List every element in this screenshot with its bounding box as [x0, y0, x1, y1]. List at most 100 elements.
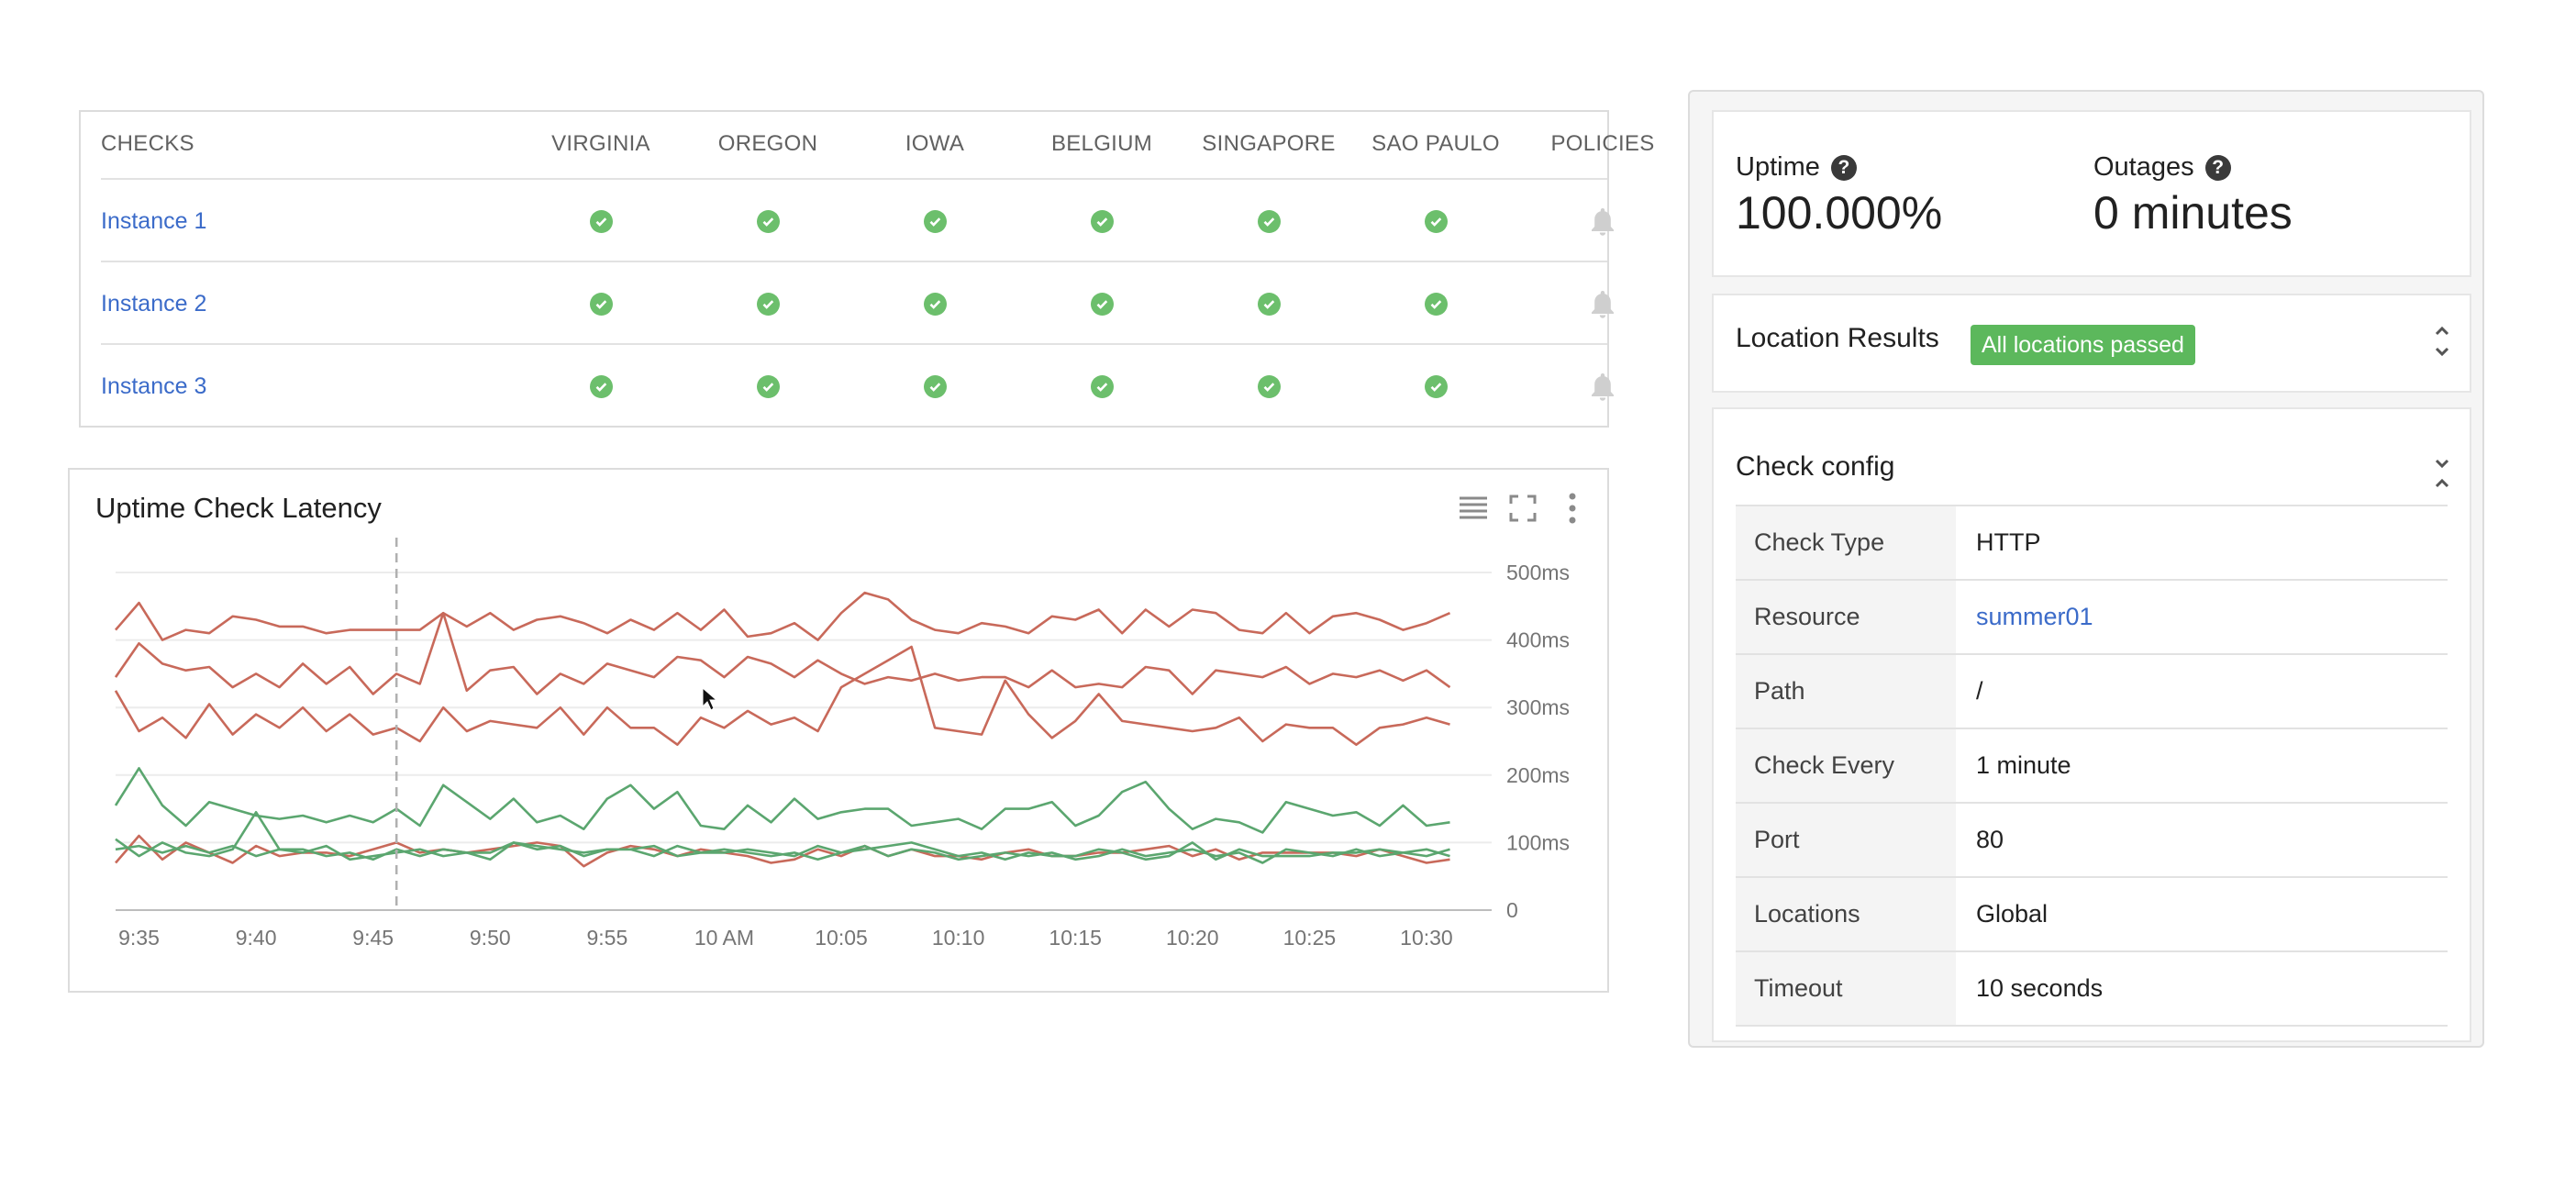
- check-circle-icon: [1090, 374, 1114, 398]
- config-row: Locations Global: [1736, 878, 2448, 952]
- x-tick-label: 9:35: [118, 926, 160, 950]
- y-tick-label: 100ms: [1506, 830, 1570, 854]
- config-key: Port: [1736, 804, 1956, 876]
- more-vert-icon[interactable]: [1556, 492, 1589, 525]
- config-row: Check Type HTTP: [1736, 506, 2448, 581]
- uptime-help-icon[interactable]: ?: [1830, 154, 1857, 181]
- check-circle-icon: [756, 292, 780, 316]
- table-row: Instance 3: [101, 343, 1614, 428]
- column-header-singapore: SINGAPORE: [1202, 131, 1336, 156]
- series-line-7: [115, 841, 1450, 864]
- x-tick-label: 9:50: [470, 926, 511, 950]
- check-circle-icon: [923, 292, 947, 316]
- fullscreen-icon[interactable]: [1506, 492, 1539, 525]
- column-header-virginia: VIRGINIA: [551, 131, 650, 156]
- x-tick-label: 10:10: [932, 926, 985, 950]
- check-circle-icon: [1424, 292, 1448, 316]
- check-circle-icon: [589, 292, 613, 316]
- y-tick-label: 200ms: [1506, 763, 1570, 787]
- config-value-check-type: HTTP: [1976, 528, 2041, 556]
- y-tick-label: 0: [1506, 898, 1518, 922]
- chart-title: Uptime Check Latency: [95, 492, 382, 524]
- check-circle-icon: [923, 374, 947, 398]
- column-header-oregon: OREGON: [717, 131, 818, 156]
- config-row: Check Every 1 minute: [1736, 729, 2448, 804]
- column-header-iowa: IOWA: [905, 131, 965, 156]
- config-value-locations: Global: [1976, 900, 2049, 928]
- check-config-card: Check config Check Type HTTP Resource summe…: [1712, 407, 2471, 1042]
- outages-value: 0 minutes: [2093, 187, 2293, 239]
- x-tick-label: 9:40: [236, 926, 277, 950]
- checks-table: CHECKS VIRGINIA OREGON IOWA BELGIUM SING…: [79, 110, 1654, 428]
- instance-link[interactable]: Instance 1: [101, 207, 207, 234]
- chart-toolbar: [1457, 492, 1589, 525]
- collapse-icon[interactable]: [2433, 455, 2451, 496]
- check-circle-icon: [589, 209, 613, 233]
- column-header-checks: CHECKS: [101, 131, 194, 156]
- uptime-card: Uptime ? 100.000% Outages ? 0 minutes: [1712, 110, 2471, 277]
- bell-icon[interactable]: [1589, 289, 1616, 318]
- series-line-3: [114, 645, 1450, 747]
- bell-icon[interactable]: [1589, 372, 1616, 401]
- checks-header: CHECKS VIRGINIA OREGON IOWA BELGIUM SING…: [101, 112, 1654, 176]
- series-line-4: [114, 767, 1450, 834]
- check-circle-icon: [1424, 209, 1448, 233]
- outages-stat: Outages ? 0 minutes: [2093, 152, 2293, 239]
- config-value-port: 80: [1976, 826, 2004, 853]
- check-circle-icon: [1090, 292, 1114, 316]
- check-circle-icon: [1090, 209, 1114, 233]
- uptime-value: 100.000%: [1736, 187, 1943, 239]
- series-line-2: [114, 611, 1451, 695]
- x-tick-label: 10:05: [815, 926, 868, 950]
- column-header-sao-paulo: SAO PAULO: [1371, 131, 1500, 156]
- uptime-stat: Uptime ? 100.000%: [1736, 152, 1942, 239]
- check-config-table: Check Type HTTP Resource summer01 Path / Check…: [1736, 505, 2448, 1027]
- check-circle-icon: [1424, 374, 1448, 398]
- instance-link[interactable]: Instance 2: [101, 290, 207, 317]
- config-value-timeout: 10 seconds: [1976, 974, 2104, 1002]
- config-row: Path /: [1736, 655, 2448, 729]
- config-value-resource[interactable]: summer01: [1976, 603, 2093, 630]
- expand-icon[interactable]: [2433, 323, 2451, 364]
- latency-chart: 0 100ms 200ms 300ms 400ms 500ms 9:35 9:40 9:45 9:…: [114, 538, 1570, 950]
- legend-icon[interactable]: [1457, 492, 1490, 525]
- column-header-policies: POLICIES: [1550, 131, 1655, 156]
- check-details-panel: Uptime ? 100.000% Outages ? 0 minutes Lo…: [1688, 90, 2484, 1048]
- outages-help-icon[interactable]: ?: [2204, 154, 2231, 181]
- series-line-5: [115, 834, 1450, 868]
- x-tick-label: 10 AM: [694, 926, 754, 950]
- check-circle-icon: [756, 209, 780, 233]
- x-tick-label: 9:45: [352, 926, 394, 950]
- location-results-card[interactable]: Location Results All locations passed: [1712, 294, 2471, 393]
- y-tick-label: 300ms: [1506, 695, 1570, 719]
- check-circle-icon: [756, 374, 780, 398]
- check-circle-icon: [589, 374, 613, 398]
- config-value-path: /: [1976, 677, 1983, 705]
- check-circle-icon: [1257, 374, 1281, 398]
- table-row: Instance 2: [101, 261, 1614, 345]
- x-tick-label: 9:55: [586, 926, 627, 950]
- uptime-label: Uptime: [1736, 152, 1820, 182]
- config-key: Timeout: [1736, 952, 1956, 1025]
- check-circle-icon: [1257, 292, 1281, 316]
- config-value-check-every: 1 minute: [1976, 751, 2071, 779]
- series-line-1: [115, 591, 1451, 641]
- mouse-pointer-icon: [702, 686, 718, 711]
- config-key: Path: [1736, 655, 1956, 728]
- outages-label: Outages: [2093, 152, 2194, 182]
- instance-link[interactable]: Instance 3: [101, 372, 207, 399]
- config-row: Port 80: [1736, 804, 2448, 878]
- column-header-belgium: BELGIUM: [1050, 131, 1153, 156]
- check-circle-icon: [923, 209, 947, 233]
- config-key: Locations: [1736, 878, 1956, 950]
- check-config-title: Check config: [1736, 451, 1895, 482]
- latency-chart-card: 0 100ms 200ms 300ms 400ms 500ms 9:35 9:40 9:45 9:…: [68, 468, 1609, 993]
- status-badge: All locations passed: [1971, 325, 2195, 365]
- table-row: Instance 1: [101, 178, 1614, 262]
- y-tick-label: 400ms: [1506, 628, 1570, 652]
- config-key: Check Every: [1736, 729, 1956, 802]
- x-tick-label: 10:30: [1400, 926, 1453, 950]
- x-tick-label: 10:25: [1283, 926, 1337, 950]
- bell-icon[interactable]: [1589, 206, 1616, 236]
- location-results-title: Location Results: [1736, 323, 1939, 353]
